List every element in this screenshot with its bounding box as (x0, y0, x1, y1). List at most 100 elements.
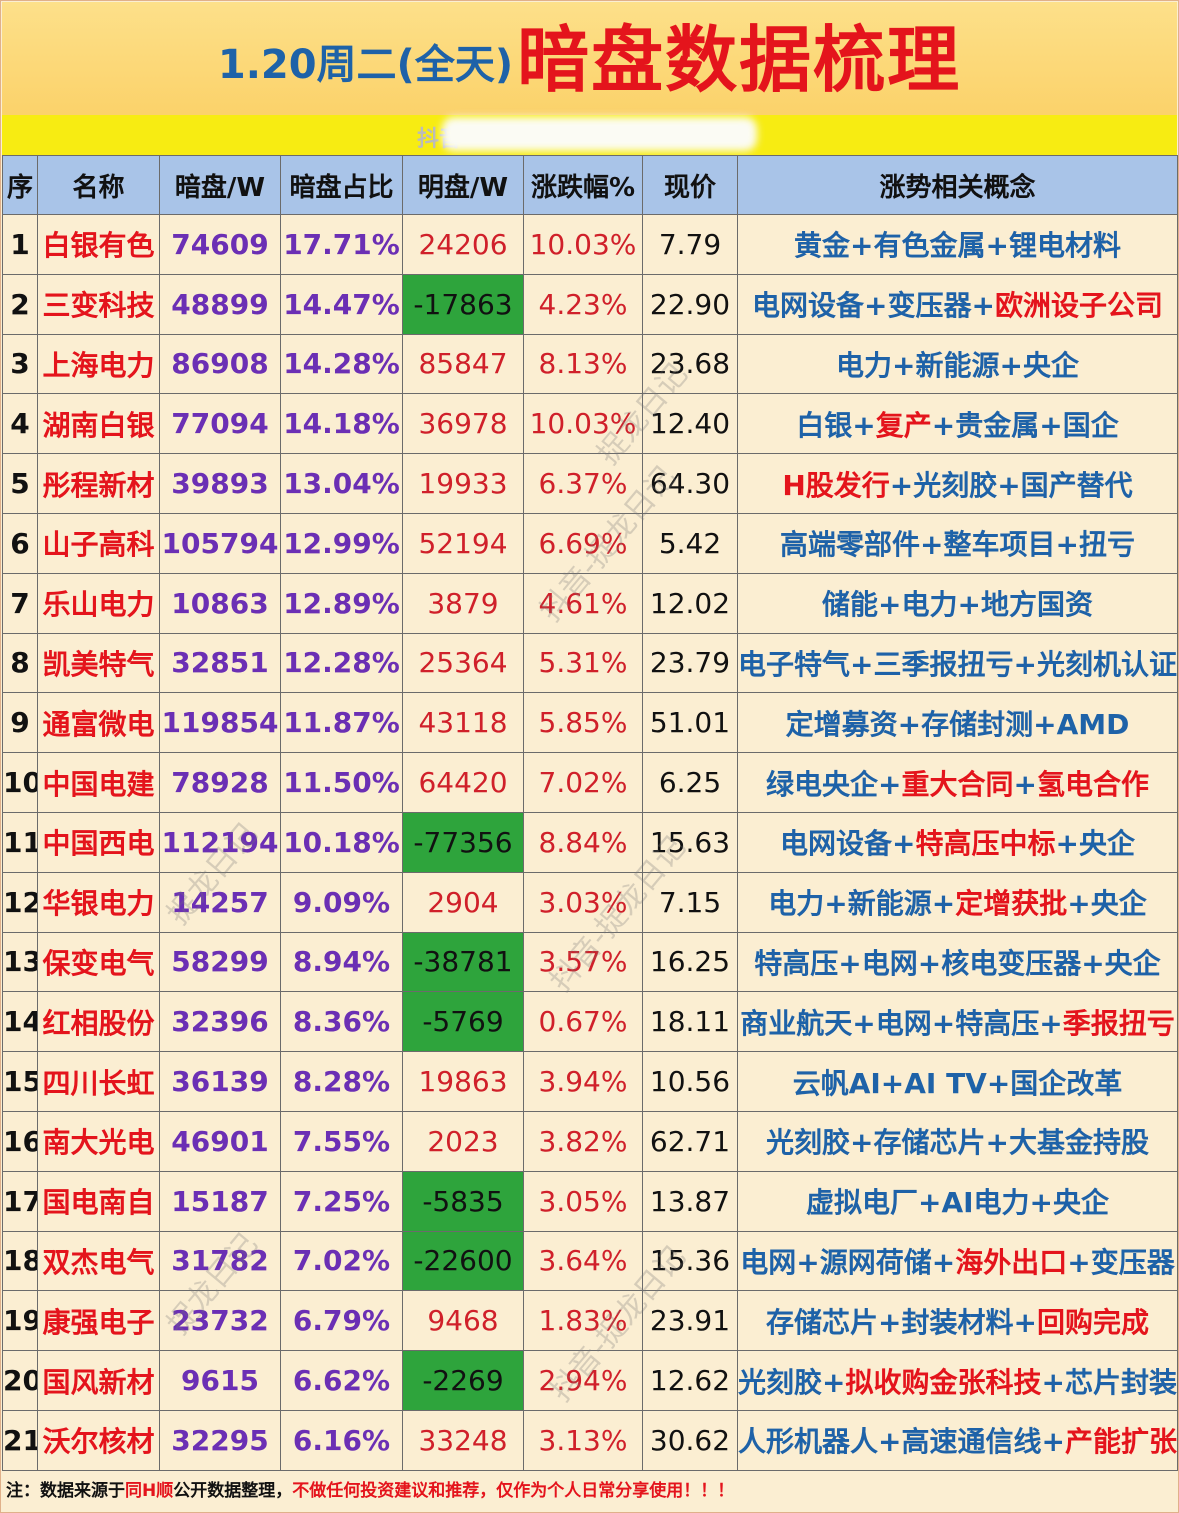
concept-segment: 人形机器人+高速通信线+ (738, 1425, 1065, 1459)
dark-volume: 9615 (159, 1350, 281, 1411)
row-seq: 9 (2, 692, 38, 754)
concept-cell: 虚拟电厂+AI电力+央企 (737, 1170, 1178, 1232)
page-title: 暗盘数据梳理 (517, 18, 962, 102)
open-volume: 33248 (402, 1409, 524, 1471)
concept-segment: 商业航天+电网+特高压+ (740, 1006, 1063, 1040)
dark-volume: 46901 (159, 1110, 281, 1172)
concept-cell: 定增募资+存储封测+AMD (737, 692, 1178, 754)
row-seq: 21 (2, 1409, 38, 1471)
concept-segment: 电力+新能源+央企 (836, 348, 1079, 382)
dark-volume: 77094 (159, 393, 281, 455)
dark-volume: 32396 (159, 991, 281, 1053)
concept-cell: 电子特气+三季报扭亏+光刻机认证 (737, 632, 1178, 694)
current-price: 7.15 (642, 871, 738, 933)
row-seq: 3 (2, 333, 38, 395)
concept-cell: 存储芯片+封装材料+回购完成 (737, 1290, 1178, 1352)
table-row: 1 白银有色 74609 17.71% 24206 10.03% 7.79 黄金+有色金属+锂… (2, 214, 1178, 275)
concept-segment: 回购完成 (1036, 1305, 1149, 1339)
concept-segment: 特高压+电网+核电变压器+央企 (754, 946, 1161, 980)
concept-segment: 海外出口 (955, 1245, 1068, 1279)
stock-name: 中国电建 (37, 752, 160, 813)
dark-ratio: 11.50% (280, 752, 403, 813)
row-seq: 10 (2, 752, 38, 813)
dark-ratio: 7.55% (280, 1110, 403, 1172)
dark-volume: 78928 (159, 752, 281, 813)
concept-segment: 欧洲设子公司 (994, 289, 1163, 323)
stock-name: 国电南自 (37, 1170, 160, 1232)
concept-segment: 电力+新能源+ (768, 887, 956, 921)
change-percent: 4.23% (523, 273, 643, 335)
yellow-strip: 抖音 (2, 115, 1177, 155)
footnote-segment: 注：数据来源于 (6, 1481, 125, 1501)
change-percent: 3.03% (523, 871, 643, 933)
dark-volume: 74609 (159, 214, 281, 275)
header-ratio: 暗盘占比 (280, 155, 403, 215)
row-seq: 1 (2, 214, 38, 275)
stock-name: 中国西电 (37, 811, 160, 873)
dark-volume: 36139 (159, 1051, 281, 1112)
table-row: 6 山子高科 105794 12.99% 52194 6.69% 5.42 高端零部件+整车项… (2, 512, 1178, 574)
concept-segment: 光刻胶+存储芯片+大基金持股 (766, 1126, 1149, 1160)
current-price: 7.79 (642, 214, 738, 275)
concept-segment: 特高压中标 (915, 827, 1056, 861)
stock-name: 彤程新材 (37, 453, 160, 514)
concept-segment: 高端零部件+整车项目+扭亏 (780, 528, 1135, 562)
change-percent: 3.57% (523, 931, 643, 993)
concept-cell: 高端零部件+整车项目+扭亏 (737, 512, 1178, 574)
concept-segment: +央企 (1067, 887, 1147, 921)
stock-name: 南大光电 (37, 1110, 160, 1172)
change-percent: 8.13% (523, 333, 643, 395)
stock-name: 白银有色 (37, 214, 160, 275)
row-seq: 6 (2, 512, 38, 574)
concept-cell: 电网设备+变压器+欧洲设子公司 (737, 273, 1178, 335)
table-row: 3 上海电力 86908 14.28% 85847 8.13% 23.68 电力+新能源+央企 (2, 333, 1178, 395)
row-seq: 20 (2, 1350, 38, 1411)
concept-segment: +贵金属+国企 (931, 408, 1119, 442)
stock-name: 三变科技 (37, 273, 160, 335)
concept-segment: 绿电央企+ (766, 767, 902, 801)
row-seq: 15 (2, 1051, 38, 1112)
concept-segment: 白银+ (796, 408, 876, 442)
header-open: 明盘/W (402, 155, 524, 215)
dark-volume: 86908 (159, 333, 281, 395)
current-price: 13.87 (642, 1170, 738, 1232)
footnote-segment: 不做任何投资建议和推荐，仅作为个人日常分享使用！！！ (292, 1481, 735, 1501)
open-volume: 3879 (402, 572, 524, 634)
stock-name: 乐山电力 (37, 572, 160, 634)
dark-volume: 39893 (159, 453, 281, 514)
dark-ratio: 17.71% (280, 214, 403, 275)
change-percent: 6.69% (523, 512, 643, 574)
stock-name: 康强电子 (37, 1290, 160, 1352)
change-percent: 6.37% (523, 453, 643, 514)
change-percent: 3.82% (523, 1110, 643, 1172)
current-price: 15.36 (642, 1230, 738, 1292)
dark-ratio: 14.18% (280, 393, 403, 455)
open-volume: -5835 (402, 1170, 524, 1232)
concept-cell: 特高压+电网+核电变压器+央企 (737, 931, 1178, 993)
dark-ratio: 10.18% (280, 811, 403, 873)
concept-segment: 季报扭亏 (1062, 1006, 1175, 1040)
current-price: 23.91 (642, 1290, 738, 1352)
concept-segment: H股发行 (782, 468, 890, 502)
table-row: 5 彤程新材 39893 13.04% 19933 6.37% 64.30 H股发行+光刻胶+… (2, 453, 1178, 514)
stock-name: 红相股份 (37, 991, 160, 1053)
stock-name: 山子高科 (37, 512, 160, 574)
concept-segment: 氢电合作 (1036, 767, 1149, 801)
header-dark: 暗盘/W (159, 155, 281, 215)
change-percent: 3.64% (523, 1230, 643, 1292)
dark-ratio: 8.94% (280, 931, 403, 993)
open-volume: -17863 (402, 273, 524, 335)
row-seq: 5 (2, 453, 38, 514)
open-volume: 2904 (402, 871, 524, 933)
open-volume: 36978 (402, 393, 524, 455)
table-row: 21沃尔核材322956.16%332483.13%30.62人形机器人+高速通… (2, 1409, 1178, 1471)
current-price: 6.25 (642, 752, 738, 813)
dark-ratio: 12.89% (280, 572, 403, 634)
dark-ratio: 8.36% (280, 991, 403, 1053)
stock-name: 保变电气 (37, 931, 160, 993)
concept-cell: H股发行+光刻胶+国产替代 (737, 453, 1178, 514)
stock-name: 沃尔核材 (37, 1409, 160, 1471)
current-price: 12.62 (642, 1350, 738, 1411)
